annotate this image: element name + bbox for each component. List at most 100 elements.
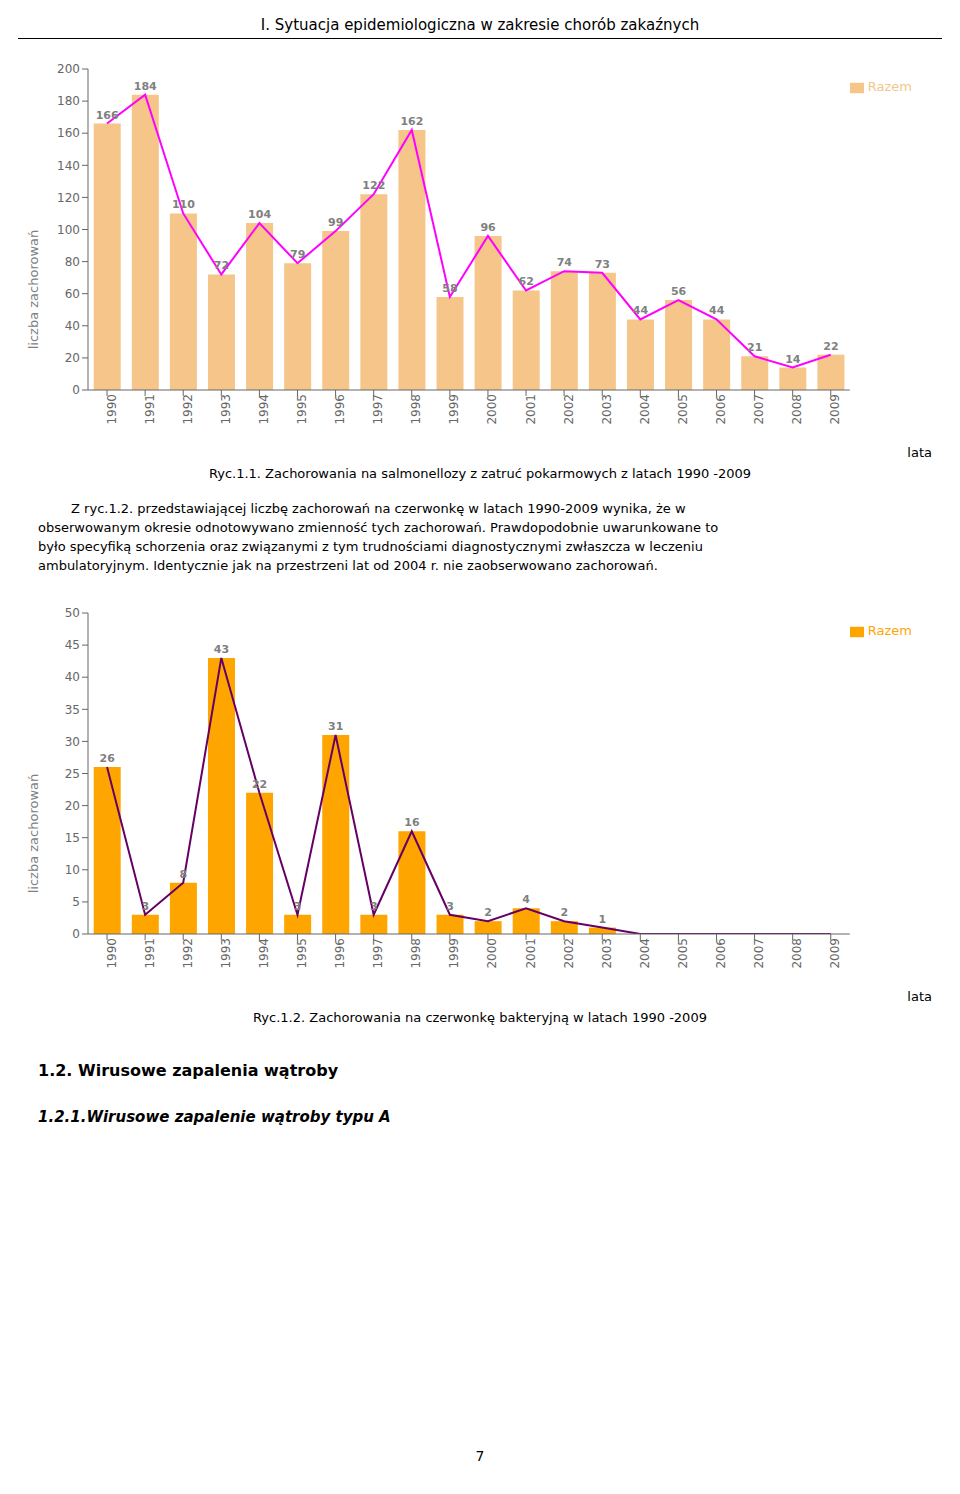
svg-text:120: 120 (57, 191, 80, 205)
svg-text:14: 14 (785, 353, 801, 366)
svg-text:62: 62 (519, 275, 534, 288)
svg-text:1997: 1997 (371, 394, 385, 425)
svg-text:1993: 1993 (219, 938, 233, 969)
svg-text:1997: 1997 (371, 938, 385, 969)
svg-text:2006: 2006 (714, 394, 728, 425)
svg-text:2005: 2005 (676, 394, 690, 425)
svg-text:50: 50 (65, 606, 80, 620)
svg-text:31: 31 (328, 720, 343, 733)
svg-text:1996: 1996 (333, 938, 347, 969)
svg-text:21: 21 (747, 341, 762, 354)
svg-text:35: 35 (65, 703, 80, 717)
svg-text:99: 99 (328, 216, 343, 229)
svg-text:200: 200 (57, 62, 80, 76)
svg-text:1992: 1992 (181, 394, 195, 425)
svg-text:1991: 1991 (143, 938, 157, 969)
svg-text:1999: 1999 (447, 938, 461, 969)
svg-text:20: 20 (65, 351, 80, 365)
svg-text:2004: 2004 (638, 938, 652, 969)
svg-text:3: 3 (370, 900, 378, 913)
svg-text:74: 74 (557, 256, 573, 269)
svg-text:15: 15 (65, 831, 80, 845)
svg-text:73: 73 (595, 258, 610, 271)
svg-text:3: 3 (294, 900, 302, 913)
html-text:I. Sytuacja epidemiologiczna w: I. Sytuacja epidemiologiczna w zakresie … (260, 16, 700, 34)
svg-text:1999: 1999 (447, 394, 461, 425)
svg-text:1: 1 (599, 913, 607, 926)
svg-text:1991: 1991 (143, 394, 157, 425)
svg-text:2008: 2008 (790, 394, 804, 425)
svg-text:2002: 2002 (562, 394, 576, 425)
svg-text:22: 22 (252, 778, 267, 791)
svg-text:0: 0 (72, 383, 80, 397)
svg-text:2004: 2004 (638, 394, 652, 425)
svg-text:1998: 1998 (409, 938, 423, 969)
svg-text:60: 60 (65, 287, 80, 301)
svg-text:45: 45 (65, 638, 80, 652)
svg-text:20: 20 (65, 799, 80, 813)
svg-text:2002: 2002 (562, 938, 576, 969)
svg-text:79: 79 (290, 248, 305, 261)
svg-text:1995: 1995 (295, 938, 309, 969)
svg-text:100: 100 (57, 223, 80, 237)
svg-text:8: 8 (180, 868, 188, 881)
svg-text:10: 10 (65, 863, 80, 877)
svg-text:3: 3 (446, 900, 454, 913)
svg-text:122: 122 (362, 179, 385, 192)
svg-text:162: 162 (400, 115, 423, 128)
svg-text:0: 0 (72, 927, 80, 941)
svg-text:5: 5 (72, 895, 80, 909)
svg-text:40: 40 (65, 670, 80, 684)
svg-text:72: 72 (214, 259, 229, 272)
svg-text:3: 3 (141, 900, 149, 913)
svg-text:140: 140 (57, 159, 80, 173)
svg-text:80: 80 (65, 255, 80, 269)
svg-text:2003: 2003 (600, 938, 614, 969)
svg-text:1994: 1994 (257, 938, 271, 969)
svg-text:26: 26 (100, 752, 116, 765)
svg-text:2005: 2005 (676, 938, 690, 969)
svg-text:110: 110 (172, 198, 195, 211)
svg-text:liczba zachorowań: liczba zachorowań (26, 774, 41, 894)
svg-text:2001: 2001 (524, 394, 538, 425)
svg-text:liczba zachorowań: liczba zachorowań (26, 230, 41, 350)
svg-text:30: 30 (65, 735, 80, 749)
svg-text:1990: 1990 (105, 394, 119, 425)
svg-text:1998: 1998 (409, 394, 423, 425)
svg-text:2009: 2009 (828, 938, 842, 969)
svg-text:22: 22 (823, 340, 838, 353)
svg-text:25: 25 (65, 767, 80, 781)
svg-text:58: 58 (442, 282, 457, 295)
svg-text:1992: 1992 (181, 938, 195, 969)
svg-text:1996: 1996 (333, 394, 347, 425)
svg-text:1990: 1990 (105, 938, 119, 969)
svg-text:2006: 2006 (714, 938, 728, 969)
svg-text:160: 160 (57, 126, 80, 140)
svg-text:1993: 1993 (219, 394, 233, 425)
svg-text:4: 4 (522, 893, 530, 906)
html-text:1.2. Wirusowe zapalenia wątrob: 1.2. Wirusowe zapalenia wątroby (38, 1061, 339, 1080)
svg-text:1995: 1995 (295, 394, 309, 425)
svg-text:2001: 2001 (524, 938, 538, 969)
svg-text:96: 96 (480, 221, 496, 234)
svg-text:166: 166 (96, 109, 119, 122)
svg-text:44: 44 (709, 304, 725, 317)
svg-text:16: 16 (404, 816, 420, 829)
svg-text:180: 180 (57, 94, 80, 108)
svg-text:2009: 2009 (828, 394, 842, 425)
svg-text:44: 44 (633, 304, 649, 317)
svg-text:43: 43 (214, 643, 229, 656)
svg-text:2000: 2000 (485, 938, 499, 969)
svg-text:2003: 2003 (600, 394, 614, 425)
svg-text:2000: 2000 (485, 394, 499, 425)
svg-text:2: 2 (484, 906, 492, 919)
svg-text:2007: 2007 (752, 938, 766, 969)
svg-text:2007: 2007 (752, 394, 766, 425)
svg-text:1994: 1994 (257, 394, 271, 425)
svg-text:104: 104 (248, 208, 271, 221)
svg-text:2008: 2008 (790, 938, 804, 969)
svg-text:40: 40 (65, 319, 80, 333)
svg-text:2: 2 (560, 906, 568, 919)
svg-text:184: 184 (134, 80, 157, 93)
svg-text:56: 56 (671, 285, 687, 298)
